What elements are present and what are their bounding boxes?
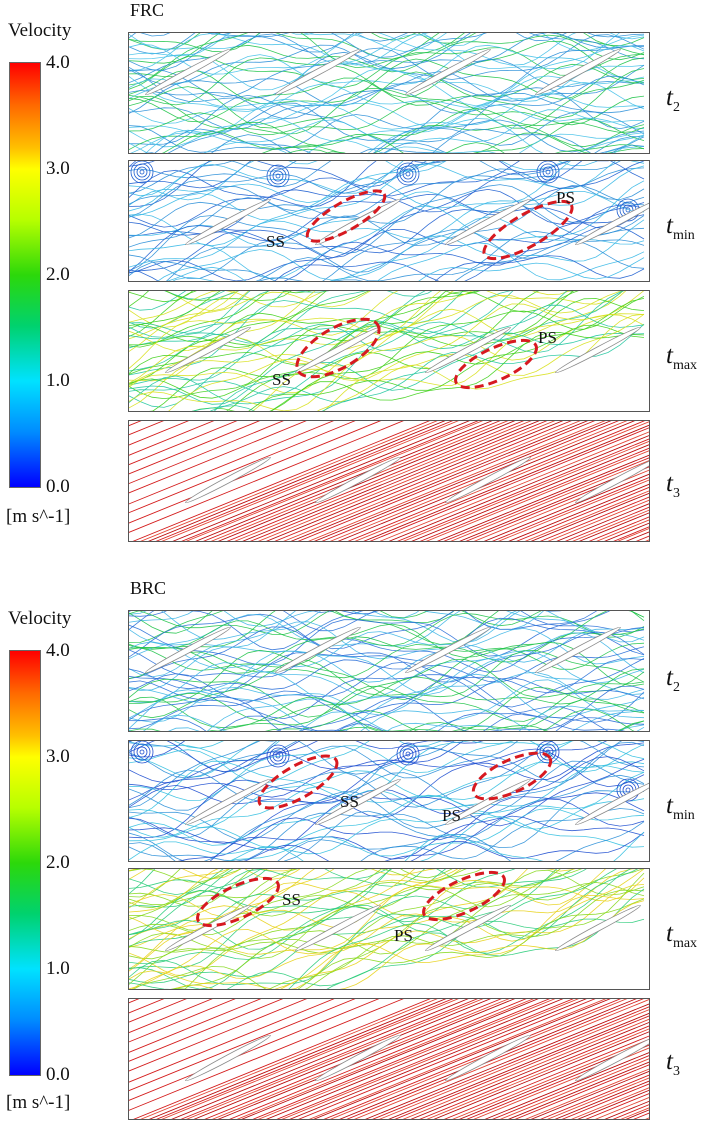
panel-time-label: tmax	[666, 342, 698, 373]
panel-time-label: t3	[666, 1048, 680, 1079]
section-title: BRC	[130, 578, 167, 598]
colorbar-tick: 4.0	[46, 640, 70, 661]
colorbar-title: Velocity	[8, 20, 72, 41]
annotation-ss: SS	[272, 370, 291, 389]
streamline-panel	[128, 998, 650, 1120]
annotation-ss: SS	[282, 890, 301, 909]
section-title: FRC	[130, 0, 165, 20]
panel-time-label: t3	[666, 470, 680, 501]
annotation-ps: PS	[538, 328, 557, 347]
annotation-ss: SS	[266, 232, 285, 251]
colorbar-tick: 1.0	[46, 958, 70, 979]
streamline-panel	[128, 420, 650, 542]
panel-time-label: tmax	[666, 920, 698, 951]
colorbar-tick: 0.0	[46, 1064, 70, 1085]
streamline-panel	[128, 740, 650, 862]
streamline-panel	[128, 610, 650, 732]
panel-time-label: tmin	[666, 212, 695, 243]
colorbar	[9, 62, 41, 488]
colorbar-tick: 2.0	[46, 852, 70, 873]
colorbar-tick: 2.0	[46, 264, 70, 285]
figure-section-brc: BRC Velocity 4.0 3.0 2.0 1.0 0.0 [m s^-1…	[0, 568, 708, 1128]
annotation-ss: SS	[340, 792, 359, 811]
colorbar	[9, 650, 41, 1076]
streamline-panel	[128, 160, 650, 282]
colorbar-tick: 3.0	[46, 746, 70, 767]
streamline-panel	[128, 32, 650, 154]
panel-time-label: t2	[666, 664, 680, 695]
streamline-panel	[128, 290, 650, 412]
colorbar-unit: [m s^-1]	[6, 1092, 71, 1113]
colorbar-tick: 0.0	[46, 476, 70, 497]
colorbar-tick: 1.0	[46, 370, 70, 391]
annotation-ps: PS	[442, 806, 461, 825]
colorbar-title: Velocity	[8, 608, 72, 629]
colorbar-tick: 4.0	[46, 52, 70, 73]
panel-time-label: tmin	[666, 792, 695, 823]
annotation-ps: PS	[556, 188, 575, 207]
streamline-panel	[128, 868, 650, 990]
panel-time-label: t2	[666, 84, 680, 115]
annotation-ps: PS	[394, 926, 413, 945]
colorbar-unit: [m s^-1]	[6, 506, 71, 527]
figure-section-frc: FRC Velocity 4.0 3.0 2.0 1.0 0.0 [m s^-1…	[0, 0, 708, 560]
colorbar-tick: 3.0	[46, 158, 70, 179]
